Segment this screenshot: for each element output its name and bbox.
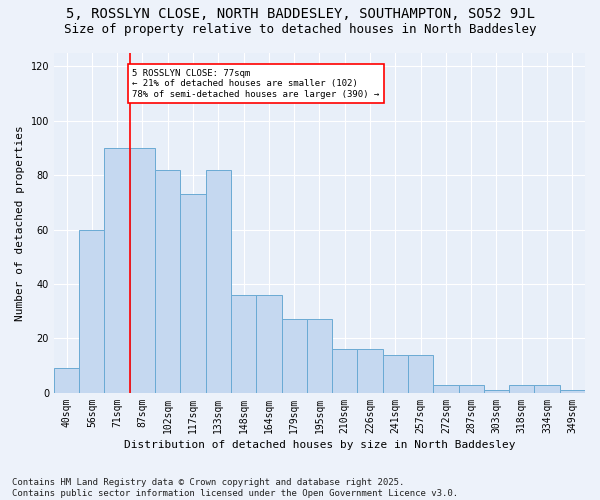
Bar bbox=[535, 385, 560, 393]
Bar bbox=[509, 385, 535, 393]
Bar bbox=[54, 368, 79, 393]
X-axis label: Distribution of detached houses by size in North Baddesley: Distribution of detached houses by size … bbox=[124, 440, 515, 450]
Bar bbox=[433, 385, 458, 393]
Bar bbox=[458, 385, 484, 393]
Bar bbox=[408, 355, 433, 393]
Bar bbox=[383, 355, 408, 393]
Bar bbox=[130, 148, 155, 393]
Bar bbox=[560, 390, 585, 393]
Bar bbox=[358, 350, 383, 393]
Bar bbox=[206, 170, 231, 393]
Bar bbox=[79, 230, 104, 393]
Y-axis label: Number of detached properties: Number of detached properties bbox=[15, 125, 25, 320]
Text: 5, ROSSLYN CLOSE, NORTH BADDESLEY, SOUTHAMPTON, SO52 9JL: 5, ROSSLYN CLOSE, NORTH BADDESLEY, SOUTH… bbox=[65, 8, 535, 22]
Bar bbox=[231, 295, 256, 393]
Bar bbox=[104, 148, 130, 393]
Text: Contains HM Land Registry data © Crown copyright and database right 2025.
Contai: Contains HM Land Registry data © Crown c… bbox=[12, 478, 458, 498]
Bar bbox=[281, 320, 307, 393]
Text: 5 ROSSLYN CLOSE: 77sqm
← 21% of detached houses are smaller (102)
78% of semi-de: 5 ROSSLYN CLOSE: 77sqm ← 21% of detached… bbox=[133, 69, 380, 98]
Bar bbox=[155, 170, 181, 393]
Text: Size of property relative to detached houses in North Baddesley: Size of property relative to detached ho… bbox=[64, 22, 536, 36]
Bar bbox=[307, 320, 332, 393]
Bar bbox=[256, 295, 281, 393]
Bar bbox=[332, 350, 358, 393]
Bar bbox=[484, 390, 509, 393]
Bar bbox=[181, 194, 206, 393]
